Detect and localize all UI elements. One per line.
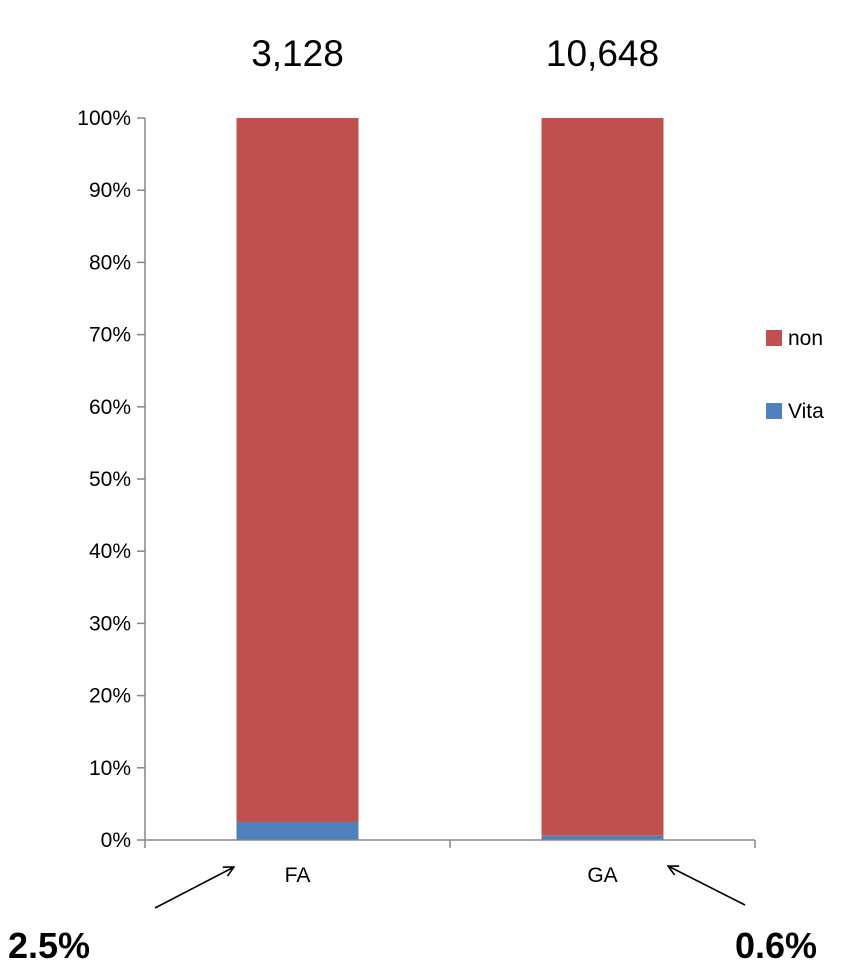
total-labels: 3,128 10,648 bbox=[251, 33, 659, 74]
y-tick-label: 50% bbox=[89, 468, 131, 491]
total-label: 3,128 bbox=[251, 33, 344, 74]
annotation-arrow-right bbox=[668, 866, 746, 906]
legend-swatch-non bbox=[766, 330, 782, 346]
y-tick-label: 0% bbox=[101, 829, 131, 852]
y-tick-label: 100% bbox=[77, 107, 131, 130]
y-tick-label: 10% bbox=[89, 757, 131, 780]
annotation-ga-percent: 0.6% bbox=[735, 925, 817, 965]
legend: non Vita bbox=[766, 327, 824, 423]
category-labels: FA GA bbox=[285, 864, 618, 887]
x-axis-ticks bbox=[144, 840, 756, 848]
bars bbox=[236, 118, 664, 840]
y-tick-label: 30% bbox=[89, 612, 131, 635]
y-tick-label: 40% bbox=[89, 540, 131, 563]
y-tick-label: 90% bbox=[89, 179, 131, 202]
bar-segment-vita-ga bbox=[541, 835, 664, 840]
bar-segment-non-ga bbox=[541, 118, 664, 836]
legend-swatch-vita bbox=[766, 403, 782, 419]
category-label: GA bbox=[587, 864, 617, 887]
y-axis-ticks: 0% 10% 20% 30% 40% 50% 60% 70% 80% 90% 100% bbox=[77, 107, 145, 852]
y-tick-label: 60% bbox=[89, 396, 131, 419]
y-tick-label: 80% bbox=[89, 251, 131, 274]
bar-segment-non-fa bbox=[236, 118, 359, 822]
annotation-fa-percent: 2.5% bbox=[8, 925, 90, 965]
total-label: 10,648 bbox=[546, 33, 659, 74]
category-label: FA bbox=[285, 864, 311, 887]
annotation-arrow-left bbox=[154, 867, 234, 909]
y-tick-label: 20% bbox=[89, 685, 131, 708]
bar-segment-vita-fa bbox=[236, 821, 359, 840]
y-tick-label: 70% bbox=[89, 324, 131, 347]
legend-label-vita: Vita bbox=[788, 400, 824, 423]
legend-label-non: non bbox=[788, 327, 823, 350]
